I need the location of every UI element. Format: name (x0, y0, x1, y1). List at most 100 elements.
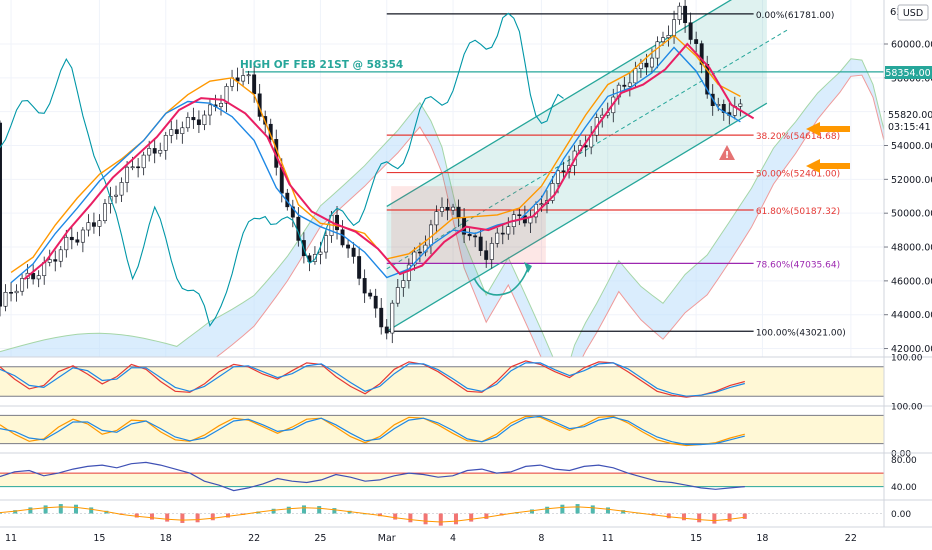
histogram-bar (195, 513, 200, 523)
candle-body (69, 236, 74, 241)
histogram-bar (377, 513, 382, 517)
candle-body (406, 264, 411, 281)
histogram-bar (742, 513, 747, 519)
candle-body (484, 250, 489, 260)
histogram-bar (225, 513, 230, 518)
candle-body (489, 243, 494, 260)
warning-icon[interactable]: ! (719, 145, 735, 161)
bounce-arrow-icon (473, 262, 532, 296)
price-pane[interactable]: 0.00%(61781.00) 38.20%(54614.68) 50.00%(52… (0, 0, 884, 410)
histogram-bar (28, 507, 33, 514)
macd-signal-line (0, 506, 745, 523)
candle-body (622, 84, 627, 87)
histogram-bar (423, 513, 428, 525)
candle-body (539, 203, 544, 205)
histogram-bar (712, 513, 717, 524)
channel-lower-line (386, 102, 768, 332)
candle-body (373, 295, 378, 309)
histogram-bar (13, 510, 18, 514)
candle-body (119, 182, 124, 196)
consolidation-box (391, 186, 546, 264)
candle-body (346, 244, 351, 249)
rsi-pane[interactable]: 80.00 40.00 (0, 452, 932, 493)
stochastic-pane[interactable]: 100.00 0.00 (0, 403, 932, 460)
histogram-bar (605, 507, 610, 514)
candle-body (627, 82, 632, 87)
candle-body (47, 259, 52, 263)
candle-body (335, 214, 339, 231)
histogram-bar (104, 510, 109, 514)
histogram-bar (438, 513, 443, 526)
oscillator-line (0, 362, 745, 397)
candle-body (180, 127, 185, 134)
histogram-bar (666, 513, 671, 519)
candle-body (169, 129, 174, 136)
candle-body (64, 236, 69, 251)
candle-body (158, 149, 163, 154)
channel-upper-line (386, 0, 733, 207)
candle-body (506, 226, 511, 235)
candle-body (324, 235, 328, 253)
histogram-bar (89, 507, 94, 514)
candle-body (683, 5, 688, 24)
candle-body (467, 233, 472, 237)
pane-tick-label: 40.00 (891, 483, 917, 493)
histogram-bar (210, 513, 215, 521)
candle-body (31, 272, 36, 280)
macd-pane[interactable]: 0.00 (0, 499, 932, 526)
stochastic-rsi-pane[interactable]: 100.00 (0, 354, 932, 398)
bar-countdown: 03:15:41 (888, 122, 931, 133)
histogram-bar (149, 513, 154, 520)
candle-body (58, 249, 63, 262)
candle-body (456, 206, 461, 219)
candle-body (235, 77, 240, 82)
currency-button[interactable]: USD (897, 4, 929, 21)
oscillator-line (0, 415, 745, 446)
warning-glyph: ! (725, 150, 730, 161)
candle-body (36, 275, 41, 280)
candle-body (561, 170, 566, 173)
pane-tick-label: 100.00 (891, 354, 923, 364)
histogram-bar (73, 504, 78, 514)
time-tick-label: 22 (248, 533, 260, 544)
histogram-bar (590, 505, 595, 514)
candle-body (86, 222, 91, 231)
last-price-value: 55820.00 (888, 110, 932, 121)
price-tick-label: 48000.00 (891, 243, 932, 254)
price-tick-label: 50000.00 (891, 209, 932, 220)
histogram-bar (575, 504, 580, 514)
candle-body (114, 194, 118, 197)
histogram-bar (529, 509, 534, 514)
candle-body (440, 206, 444, 212)
candle-body (224, 86, 229, 104)
pane-tick-label: 100.00 (891, 403, 923, 413)
time-tick-label: 11 (5, 533, 17, 544)
candle-body (174, 129, 179, 134)
pane-tick-label: 80.00 (891, 456, 917, 466)
candle-body (417, 251, 422, 254)
candle-body (196, 119, 201, 126)
candle-body (401, 280, 406, 288)
price-axis-top-label: 62 (890, 7, 903, 18)
time-axis[interactable]: 11 15 18 22 25 Mar 4 8 11 15 18 22 (0, 526, 932, 544)
candle-body (20, 278, 25, 292)
candle-body (75, 239, 80, 243)
candle-body (661, 37, 665, 43)
histogram-bar (332, 508, 337, 514)
price-tick-label: 44000.00 (891, 310, 932, 321)
candle-body (185, 117, 190, 129)
left-arrow-icon (806, 159, 850, 173)
candle-body (644, 62, 649, 68)
price-tick-label: 42000.00 (891, 344, 932, 355)
price-axis[interactable]: 42000.00 44000.00 46000.00 48000.00 50000.00… (883, 0, 932, 527)
time-tick-label: 15 (93, 533, 105, 544)
histogram-bar (727, 513, 732, 522)
candle-body (312, 254, 317, 262)
histogram-bar (271, 508, 276, 514)
candle-body (677, 5, 682, 20)
candle-body (125, 166, 130, 183)
candle-body (649, 57, 654, 68)
candle-body (340, 229, 345, 246)
high-price-tag: 58354.00 (885, 66, 932, 79)
